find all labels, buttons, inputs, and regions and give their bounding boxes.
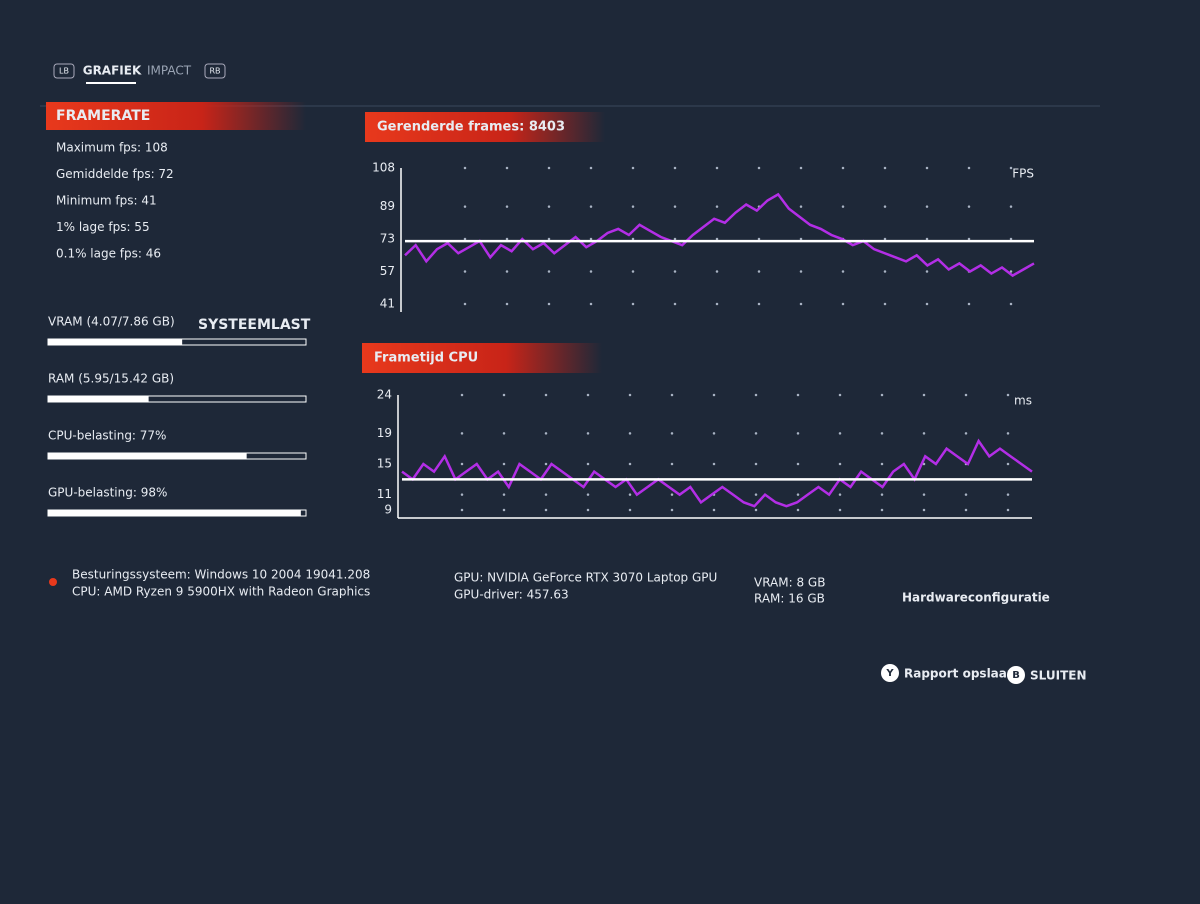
load-bar [48, 510, 301, 516]
section-badge [46, 102, 306, 130]
button-label[interactable]: Rapport opslaan [904, 667, 1015, 681]
y-tick-label: 15 [377, 457, 392, 471]
chart-badge [362, 343, 602, 373]
button-key[interactable]: B [1012, 670, 1020, 681]
stat: Minimum fps: 41 [56, 194, 157, 208]
hw-text: GPU-driver: 457.63 [454, 588, 569, 602]
hw-text: GPU: NVIDIA GeForce RTX 3070 Laptop GPU [454, 571, 717, 585]
chart-badge [365, 112, 605, 142]
load-bar [48, 396, 149, 402]
section-title: SYSTEEMLAST [198, 317, 311, 333]
y-tick-label: 9 [384, 503, 392, 517]
load-bar [48, 339, 183, 345]
button-icon[interactable] [881, 664, 899, 682]
hw-title: Hardwareconfiguratie [902, 591, 1050, 605]
stat: Gemiddelde fps: 72 [56, 167, 174, 181]
y-tick-label: 41 [380, 297, 395, 311]
load-label: RAM (5.95/15.42 GB) [48, 372, 174, 386]
y-axis-label: FPS [1012, 167, 1034, 181]
y-tick-label: 19 [377, 426, 392, 440]
y-tick-label: 89 [380, 199, 395, 213]
tab-icon[interactable] [204, 63, 226, 79]
load-bar [48, 453, 247, 459]
status-dot [49, 578, 57, 586]
button-icon[interactable] [1007, 666, 1025, 684]
y-axis-label: ms [1014, 394, 1032, 408]
tab[interactable]: RB [209, 67, 220, 76]
hw-text: RAM: 16 GB [754, 592, 825, 606]
stat: 0.1% lage fps: 46 [56, 247, 161, 261]
hw-text: VRAM: 8 GB [754, 576, 825, 590]
tab[interactable]: LB [59, 67, 69, 76]
y-tick-label: 11 [377, 487, 392, 501]
load-label: VRAM (4.07/7.86 GB) [48, 315, 175, 329]
button-label[interactable]: SLUITEN [1030, 669, 1087, 683]
y-tick-label: 108 [372, 161, 395, 175]
tab-icon[interactable] [53, 63, 75, 79]
stat: Maximum fps: 108 [56, 141, 168, 155]
load-label: GPU-belasting: 98% [48, 486, 167, 500]
stat: 1% lage fps: 55 [56, 220, 150, 234]
hw-text: Besturingssysteem: Windows 10 2004 19041… [72, 568, 370, 582]
section-title: FRAMERATE [56, 108, 150, 124]
y-tick-label: 73 [380, 232, 395, 246]
y-tick-label: 24 [377, 388, 392, 402]
tab[interactable]: IMPACT [147, 64, 192, 78]
series-line [401, 438, 1033, 508]
load-label: CPU-belasting: 77% [48, 429, 166, 443]
hw-text: CPU: AMD Ryzen 9 5900HX with Radeon Grap… [72, 585, 370, 599]
chart-title: Frametijd CPU [374, 351, 478, 366]
chart-title: Gerenderde frames: 8403 [377, 120, 565, 135]
series-line [404, 192, 1035, 278]
button-key[interactable]: Y [885, 668, 894, 679]
y-tick-label: 57 [380, 264, 395, 278]
tab-active[interactable]: GRAFIEK [83, 64, 142, 78]
